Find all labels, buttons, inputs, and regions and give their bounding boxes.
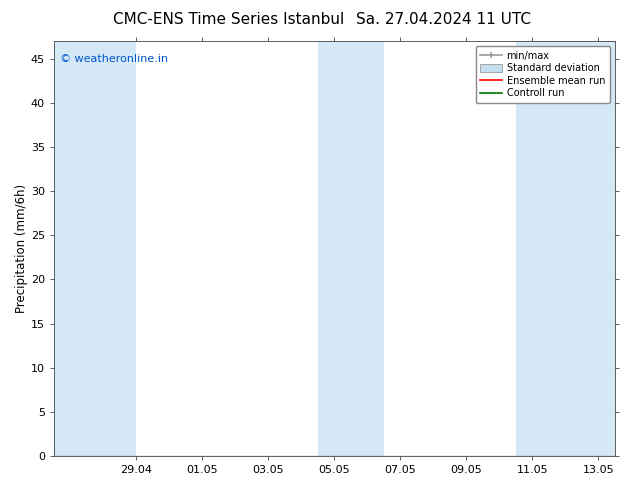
- Text: Sa. 27.04.2024 11 UTC: Sa. 27.04.2024 11 UTC: [356, 12, 531, 27]
- Text: CMC-ENS Time Series Istanbul: CMC-ENS Time Series Istanbul: [113, 12, 344, 27]
- Bar: [516, 41, 615, 456]
- Text: © weatheronline.in: © weatheronline.in: [60, 54, 167, 64]
- Bar: [54, 41, 136, 456]
- Legend: min/max, Standard deviation, Ensemble mean run, Controll run: min/max, Standard deviation, Ensemble me…: [476, 46, 610, 103]
- Bar: [318, 41, 384, 456]
- Y-axis label: Precipitation (mm/6h): Precipitation (mm/6h): [15, 184, 28, 313]
